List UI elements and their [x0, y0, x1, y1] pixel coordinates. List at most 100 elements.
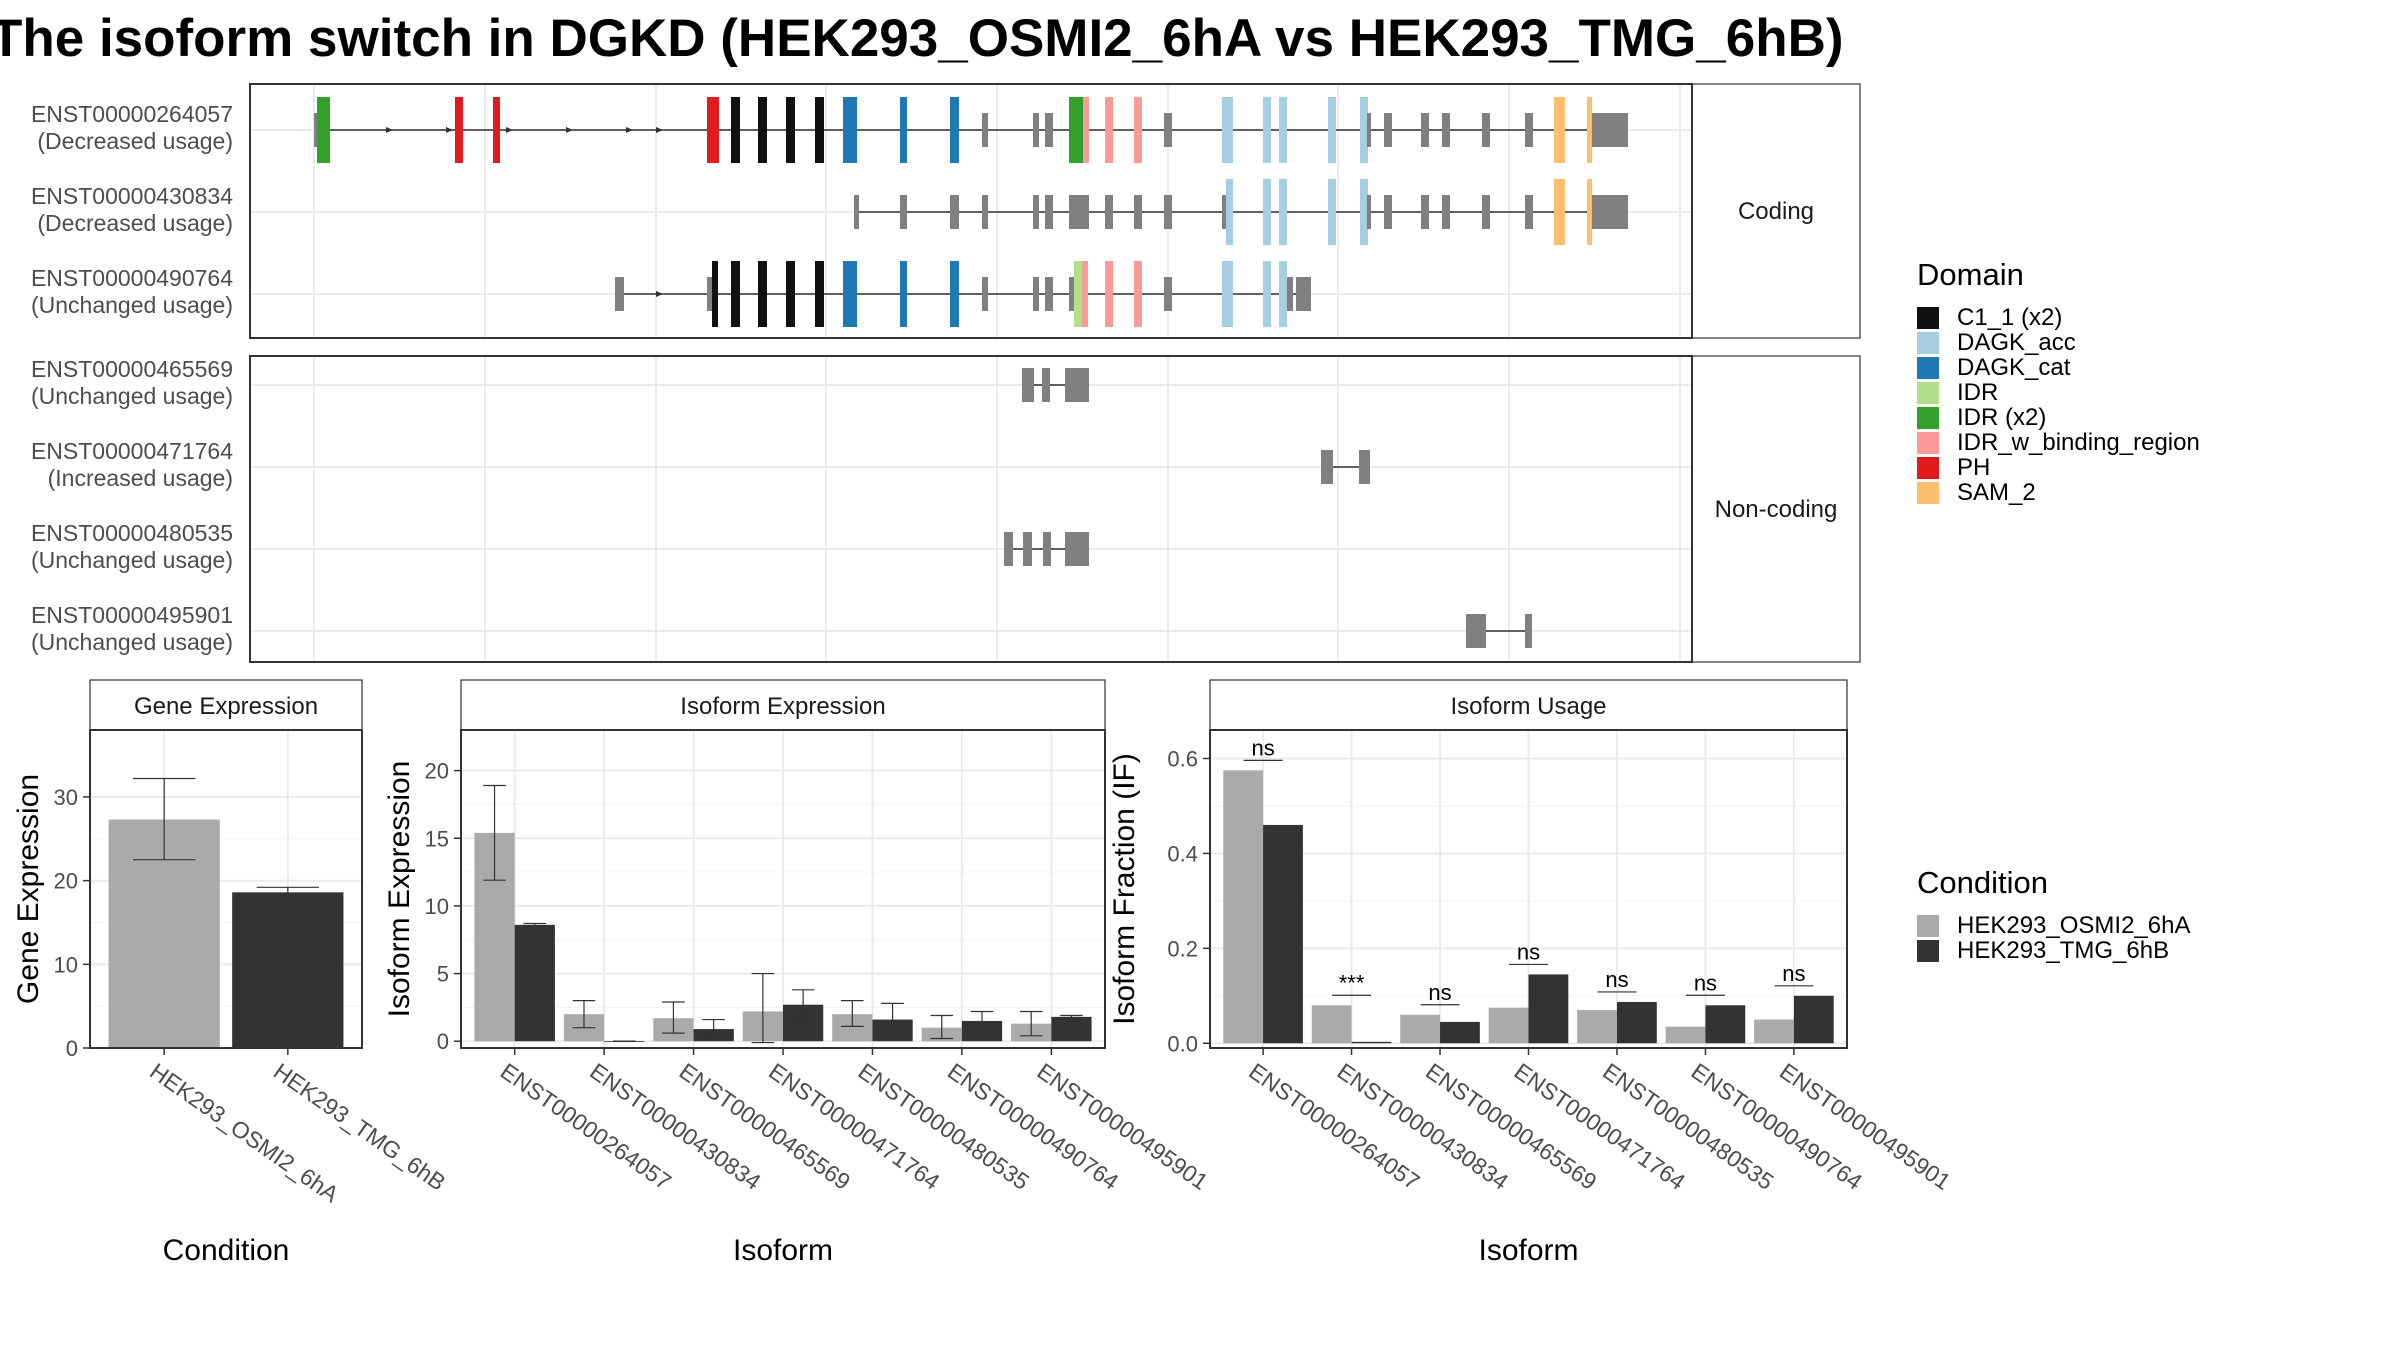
transcript-usage-label: (Unchanged usage)	[31, 547, 233, 573]
exon	[758, 97, 767, 163]
legend-key	[1917, 432, 1939, 454]
transcript-ENST00000264057: ENST00000264057(Decreased usage)	[31, 97, 1628, 163]
chart-title: Isoform Expression	[680, 693, 885, 720]
direction-arrow	[506, 127, 513, 133]
facet-border	[249, 83, 1693, 339]
legend-key	[1917, 332, 1939, 354]
significance-label: ns	[1605, 967, 1628, 992]
exon	[1328, 179, 1336, 245]
transcript-usage-label: (Unchanged usage)	[31, 629, 233, 655]
exon	[1263, 261, 1271, 327]
exon	[900, 97, 907, 163]
exon	[1384, 113, 1392, 147]
figure-title: The isoform switch in DGKD (HEK293_OSMI2…	[0, 9, 1844, 68]
exon	[1482, 113, 1490, 147]
exon	[1222, 195, 1226, 229]
exon	[731, 261, 740, 327]
exon	[854, 195, 859, 229]
chart-strip	[1209, 679, 1848, 731]
legend-title: Domain	[1917, 257, 2024, 292]
exon	[1482, 195, 1490, 229]
exon	[1587, 97, 1592, 163]
exon	[1367, 113, 1371, 147]
facet-background	[250, 356, 1692, 662]
bar	[1705, 1005, 1746, 1044]
exon	[982, 277, 988, 311]
direction-arrow	[656, 127, 663, 133]
bar	[1665, 1026, 1706, 1044]
bar	[1793, 995, 1834, 1044]
transcript-usage-label: (Decreased usage)	[37, 128, 233, 154]
exon	[1287, 277, 1293, 311]
transcript-ENST00000430834: ENST00000430834(Decreased usage)	[31, 179, 1628, 245]
y-tick-label: 0.4	[1167, 841, 1198, 866]
transcript-ENST00000480535: ENST00000480535(Unchanged usage)	[31, 520, 1089, 573]
exon	[1279, 97, 1287, 163]
plot-border	[89, 729, 363, 1049]
y-tick-label: 0.6	[1167, 746, 1198, 771]
y-axis-title: Isoform Expression	[383, 761, 416, 1018]
exon	[1296, 277, 1311, 311]
significance-label: ns	[1428, 980, 1451, 1005]
exon	[731, 97, 740, 163]
exon	[1033, 277, 1039, 311]
transcript-id-label: ENST00000495901	[31, 602, 233, 628]
transcript-id-label: ENST00000480535	[31, 520, 233, 546]
legend-label: C1_1 (x2)	[1957, 304, 2062, 331]
transcript-usage-label: (Decreased usage)	[37, 210, 233, 236]
exon	[1554, 97, 1565, 163]
direction-arrow	[656, 291, 663, 297]
chart-title: Gene Expression	[134, 693, 318, 720]
facet-strip	[1691, 83, 1861, 339]
transcript-ENST00000465569: ENST00000465569(Unchanged usage)	[31, 356, 1089, 409]
legend-label: HEK293_OSMI2_6hA	[1957, 912, 2190, 939]
facet-border	[249, 355, 1693, 663]
significance-label: ns	[1782, 961, 1805, 986]
bar	[1223, 770, 1264, 1044]
y-tick-label: 0	[437, 1029, 449, 1054]
exon	[1442, 113, 1450, 147]
bar	[1311, 1005, 1352, 1044]
x-axis-title: Isoform	[733, 1234, 833, 1267]
exon	[1105, 97, 1113, 163]
exon	[1359, 450, 1370, 484]
y-axis-title: Isoform Fraction (IF)	[1108, 753, 1141, 1025]
exon	[1592, 113, 1628, 147]
exon	[1042, 368, 1050, 402]
legend-title: Condition	[1917, 865, 2048, 900]
legend-label: IDR_w_binding_region	[1957, 429, 2200, 456]
bar	[1351, 1041, 1392, 1044]
legend-label: HEK293_TMG_6hB	[1957, 937, 2169, 964]
exon	[1360, 179, 1368, 245]
exon	[1164, 113, 1172, 147]
bar	[1616, 1001, 1657, 1044]
exon	[1525, 614, 1532, 648]
exon	[1525, 113, 1533, 147]
chart-2: Isoform Expression05101520ENST0000026405…	[383, 679, 1213, 1267]
bar	[1577, 1010, 1617, 1044]
exon	[1466, 614, 1486, 648]
chart-strip	[460, 679, 1106, 731]
y-tick-label: 15	[425, 826, 449, 851]
significance-label: ns	[1517, 939, 1540, 964]
exon	[1004, 532, 1013, 566]
exon	[1263, 179, 1271, 245]
exon	[1525, 195, 1533, 229]
exon	[1134, 97, 1142, 163]
exon	[1105, 195, 1113, 229]
exon	[1045, 277, 1053, 311]
exon	[982, 195, 988, 229]
y-tick-label: 5	[437, 962, 449, 987]
significance-label: ns	[1251, 735, 1274, 760]
exon	[1360, 97, 1368, 163]
bar	[1051, 1016, 1092, 1042]
exon	[1328, 97, 1336, 163]
charts: Gene Expression0102030HEK293_OSMI2_6hAHE…	[12, 679, 1955, 1267]
legend-label: DAGK_cat	[1957, 354, 2071, 381]
exon	[1082, 261, 1088, 327]
exon	[712, 261, 718, 327]
